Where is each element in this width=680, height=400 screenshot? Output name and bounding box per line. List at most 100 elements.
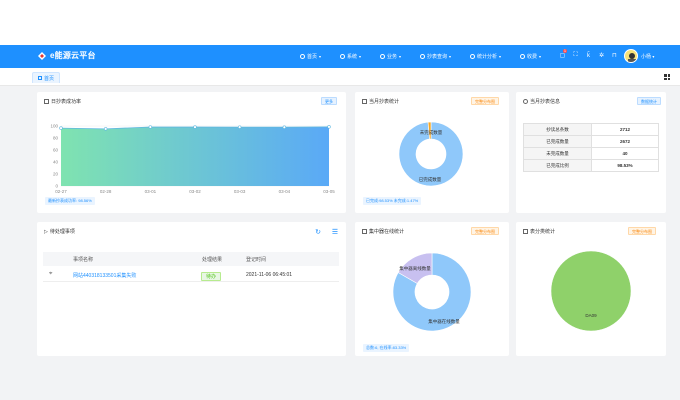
- bar-chart-icon: [470, 54, 475, 59]
- table-row: 已完成数量 2672: [523, 135, 659, 148]
- y-tick-label: 40: [53, 160, 59, 165]
- nav-system[interactable]: 系统 ▾: [340, 53, 361, 60]
- daily-card-title: 日抄表成功率: [51, 99, 82, 105]
- app-logo[interactable]: e能源云平台: [37, 50, 96, 61]
- table-row[interactable]: ⌖ 网站440318133501采集失败 待办 2021-11-06 06:45…: [43, 268, 339, 282]
- card-title: 日抄表成功率: [44, 98, 81, 105]
- card-title: 当月抄表信息: [523, 98, 560, 105]
- chevron-down-icon: ▾: [399, 54, 402, 59]
- crosshair-icon[interactable]: ⌖: [49, 271, 53, 277]
- x-tick-label: 03-04: [279, 189, 291, 194]
- row-key: 已完成比例: [523, 159, 592, 172]
- nav-meter-query[interactable]: 抄表查询 ▾: [420, 53, 451, 60]
- row-key: 已完成数量: [523, 135, 592, 148]
- monthly-completion-summary: 已完成:98.53% 未完成:1.47%: [363, 197, 422, 205]
- status-badge: 待办: [201, 272, 222, 281]
- table-row: 已完成比例 98.53%: [523, 159, 659, 172]
- x-tick-label: 03-01: [145, 189, 157, 194]
- nav-billing[interactable]: 收费 ▾: [520, 53, 541, 60]
- home-icon: [38, 76, 42, 80]
- nav-meter-query-label: 抄表查询: [427, 54, 448, 60]
- donut-hole: [416, 139, 446, 169]
- todo-item-link[interactable]: 网站440318133501采集失败: [73, 273, 137, 279]
- data-point: [237, 125, 242, 129]
- slice-label: 集中器离线数量: [399, 265, 431, 272]
- line-chart-icon: [44, 99, 49, 104]
- grid-chart-icon: [362, 229, 367, 234]
- grid-chart-icon: [523, 229, 528, 234]
- row-key: 未完成数量: [523, 147, 592, 160]
- nav-business-label: 业务: [387, 54, 398, 60]
- grid-menu-icon[interactable]: [664, 74, 670, 80]
- notification-badge: 1: [563, 49, 567, 53]
- data-point: [282, 125, 287, 129]
- x-tick-label: 03-03: [234, 189, 246, 194]
- y-tick-label: 100: [50, 124, 58, 129]
- y-tick-label: 0: [55, 184, 58, 189]
- avatar[interactable]: [624, 49, 638, 63]
- donut-hole: [415, 275, 449, 309]
- nav-system-label: 系统: [347, 54, 358, 60]
- pending-items-card: ▷ 待处理事项: [37, 222, 346, 356]
- notification-button[interactable]: ▢ 1: [559, 49, 567, 59]
- distribution-button[interactable]: 完整分布图: [628, 227, 656, 235]
- latest-success-rate: 最新抄表成功率: 98.56%: [45, 197, 95, 205]
- nav-statistics-label: 统计分析: [477, 54, 498, 60]
- todo-card-title: 待处理事项: [49, 229, 75, 235]
- grid-chart-icon: [362, 99, 367, 104]
- lock-button[interactable]: ⊓: [611, 52, 618, 59]
- avatar-image-icon: [628, 53, 636, 62]
- data-point: [103, 127, 108, 131]
- distribution-button[interactable]: 完整分布图: [471, 227, 499, 235]
- card-title: 表分类统计: [523, 228, 555, 235]
- chevron-down-icon: ▾: [652, 54, 655, 59]
- data-stats-button[interactable]: 数据统计: [637, 97, 661, 105]
- meter-type-card-title: 表分类统计: [530, 229, 556, 235]
- chevron-down-icon: ▾: [499, 54, 502, 59]
- nav-statistics[interactable]: 统计分析 ▾: [470, 53, 501, 60]
- fullscreen-button[interactable]: ⛶: [572, 52, 579, 59]
- tab-home-label: 首页: [44, 75, 55, 82]
- row-value: 2712: [591, 123, 659, 136]
- top-navigation-bar: e能源云平台 首页 ▾ 系统 ▾ 业务 ▾ 抄表查询 ▾ 统计分析 ▾ 收费 ▾…: [0, 45, 680, 68]
- play-icon: ▷: [44, 228, 48, 235]
- user-menu[interactable]: 小杨 ▾: [641, 53, 654, 60]
- chevron-down-icon: ▾: [449, 54, 452, 59]
- x-tick-label: 02-28: [100, 189, 112, 194]
- refresh-button[interactable]: ↻: [314, 228, 322, 236]
- chevron-down-icon: ▾: [359, 54, 362, 59]
- daily-success-area-chart: 0 20 40 60 80 100 02-27 02-28 03-01 03-02 03-03 03-…: [50, 124, 335, 195]
- y-tick-label: 80: [53, 136, 59, 141]
- row-key: 抄读总条数: [523, 123, 592, 136]
- slice-label: 集中器在线数量: [428, 318, 460, 325]
- gear-icon: ✲: [598, 53, 605, 59]
- column-header: 处理结果: [202, 257, 223, 263]
- home-icon: [300, 54, 305, 59]
- tab-bar: 首页: [0, 68, 680, 86]
- data-point: [193, 125, 197, 129]
- more-button[interactable]: 更多: [321, 97, 337, 105]
- fullscreen-icon: ⛶: [573, 52, 578, 58]
- list-button[interactable]: ☰: [331, 228, 339, 236]
- wallet-icon: [520, 54, 525, 59]
- nav-business[interactable]: 业务 ▾: [380, 53, 401, 60]
- row-value: 2672: [591, 135, 659, 148]
- row-value: 98.53%: [591, 159, 659, 172]
- card-title: 当月抄表统计: [362, 98, 399, 105]
- column-header: 事项名称: [73, 257, 94, 263]
- translate-button[interactable]: ǩ: [585, 52, 592, 59]
- briefcase-icon: [380, 54, 385, 59]
- chevron-down-icon: ▾: [539, 54, 542, 59]
- nav-home[interactable]: 首页 ▾: [300, 53, 321, 60]
- user-name: 小杨: [641, 54, 652, 60]
- tab-home[interactable]: 首页: [32, 72, 61, 83]
- refresh-icon: ↻: [315, 229, 321, 236]
- monthly-info-table: 抄读总条数 2712 已完成数量 2672 未完成数量 40 已完成比例 98.53%: [523, 123, 659, 172]
- distribution-button[interactable]: 完整分布图: [471, 97, 499, 105]
- info-card-title: 当月抄表信息: [530, 99, 561, 105]
- settings-button[interactable]: ✲: [598, 52, 605, 59]
- bell-icon: ▢: [559, 53, 566, 59]
- slice-label: 未完成数量: [420, 129, 443, 136]
- table-row: 未完成数量 40: [523, 147, 659, 160]
